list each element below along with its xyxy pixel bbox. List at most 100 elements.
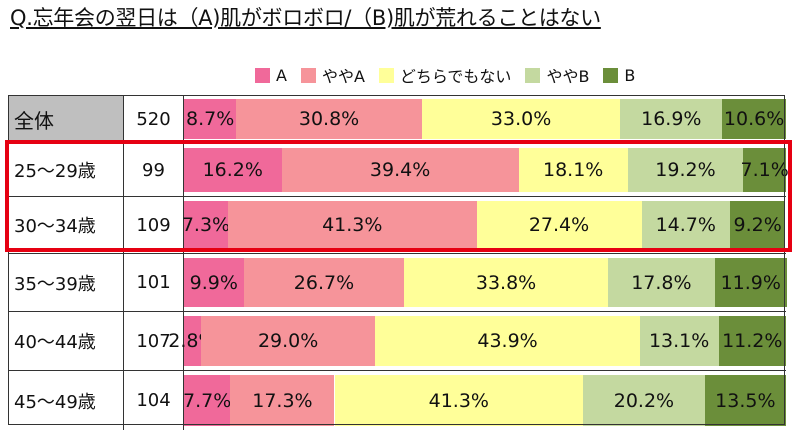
legend-swatch [378,67,394,83]
data-label: 9.2% [733,214,782,236]
table-row: 25～29歳 99 16.2% 39.4% 18.1% 19.2% 7.1% [8,144,789,197]
legend-label: A [276,65,287,85]
row-label: 40～44歳 [8,312,124,370]
bar-segment: 30.8% [236,99,422,139]
data-label: 18.1% [543,159,604,181]
table-row: 35～39歳 101 9.9% 26.7% 33.8% 17.8% 11.9% [8,254,787,312]
bar-segment: 39.4% [281,148,519,192]
bar-segment: 11.9% [714,258,787,307]
data-label: 13.1% [648,330,710,352]
data-label: 8.7% [186,108,235,130]
stacked-bar: 16.2% 39.4% 18.1% 19.2% 7.1% [184,148,789,192]
bar-segment: 20.2% [583,375,705,426]
row-sample-size: 107 [124,312,184,370]
bar-segment: 13.5% [704,375,786,426]
bar-segment: 14.7% [641,201,730,249]
bar-segment: 10.6% [722,99,786,139]
data-label: 9.9% [189,271,238,294]
legend-label: B [624,65,636,85]
legend-item: ややB [525,63,589,87]
data-label: 17.8% [631,271,692,294]
row-label: 全体 [8,95,124,143]
row-label: 35～39歳 [8,254,124,311]
row-label: 45～49歳 [8,371,124,430]
data-label: 33.0% [490,108,552,130]
data-label: 33.8% [475,271,537,294]
data-label: 11.2% [722,330,783,352]
bar-segment: 41.3% [227,201,477,249]
bar-segment: 7.7% [183,375,232,426]
bar-segment: 8.7% [184,99,237,139]
table-row: 全体 520 8.7% 30.8% 33.0% 16.9% 10.6% [8,95,786,144]
data-label: 19.2% [655,159,716,181]
bar-segment: 17.3% [230,375,335,426]
bar-segment: 27.4% [476,201,642,249]
bar-segment: 26.7% [243,258,405,307]
data-label: 14.7% [655,214,716,236]
table-row: 45～49歳 104 7.7% 17.3% 41.3% 20.2% 13.5% [8,371,786,430]
legend-item: B [603,66,635,85]
bar-segment: 16.2% [184,148,282,192]
data-label: 16.9% [641,108,702,130]
data-label: 7.1% [740,159,789,181]
row-sample-size: 520 [124,95,184,143]
legend-label: どちらでもない [399,67,512,86]
data-label: 16.2% [202,159,263,181]
bar-segment: 17.8% [607,258,715,307]
bar-segment: 29.0% [200,316,376,366]
chart-table: 全体 520 8.7% 30.8% 33.0% 16.9% 10.6% 25～29歳 99 16.… [8,95,789,430]
table-row: 30～34歳 109 7.3% 41.3% 27.4% 14.7% 9.2% [8,197,786,254]
bar-segment: 19.2% [627,148,744,192]
data-label: 13.5% [715,389,776,412]
row-label: 30～34歳 [8,197,124,253]
data-label: 26.7% [293,271,355,294]
bar-segment: 13.1% [639,316,719,366]
data-label: 39.4% [369,159,431,181]
bar-segment: 33.8% [404,258,608,307]
stacked-bar: 7.7% 17.3% 41.3% 20.2% 13.5% [183,375,786,426]
data-label: 20.2% [613,389,675,412]
bar-segment: 2.8% [168,316,217,366]
stacked-bar: 2.8% 29.0% 43.9% 13.1% 11.2% [168,316,786,366]
bar-segment: 41.3% [334,375,584,426]
data-label: 10.6% [723,108,785,130]
data-label: 11.9% [720,271,781,294]
data-label: 43.9% [477,330,538,352]
data-label: 30.8% [298,108,360,130]
stacked-bar: 8.7% 30.8% 33.0% 16.9% 10.6% [184,99,786,139]
legend-swatch [603,67,619,83]
bar-segment: 43.9% [375,316,640,366]
data-label: 41.3% [322,214,383,236]
stacked-bar: 7.3% 41.3% 27.4% 14.7% 9.2% [181,201,786,249]
data-label: 7.7% [183,389,232,412]
legend-item: A [255,66,287,85]
legend-item: ややA [300,63,365,87]
chart-title: Q.忘年会の翌日は（A)肌がボロボロ/（B)肌が荒れることはない [10,6,601,30]
stacked-bar: 9.9% 26.7% 33.8% 17.8% 11.9% [184,258,787,307]
data-label: 17.3% [252,389,313,412]
legend: A ややA どちらでもない ややB B [255,64,649,86]
data-label: 27.4% [528,214,590,236]
legend-label: ややA [321,67,365,86]
data-label: 7.3% [181,214,231,236]
legend-item: どちらでもない [378,63,512,87]
row-sample-size: 101 [124,254,184,311]
table-row: 40～44歳 107 2.8% 29.0% 43.9% 13.1% 11.2% [8,312,786,371]
bar-segment: 7.3% [181,201,231,249]
bar-segment: 33.0% [421,99,621,139]
bar-segment: 16.9% [620,99,723,139]
bar-segment: 18.1% [518,148,628,192]
legend-swatch [255,67,270,83]
legend-swatch [525,67,541,83]
data-label: 29.0% [257,330,319,352]
row-sample-size: 109 [124,197,184,253]
bar-segment: 11.2% [718,316,786,366]
bar-segment: 9.2% [730,201,786,249]
row-sample-size: 104 [124,371,184,430]
row-label: 25～29歳 [8,144,124,196]
bar-segment: 9.9% [184,258,244,307]
data-label: 41.3% [428,389,489,412]
legend-label: ややB [546,67,590,86]
legend-swatch [300,67,316,83]
row-sample-size: 99 [124,144,184,196]
